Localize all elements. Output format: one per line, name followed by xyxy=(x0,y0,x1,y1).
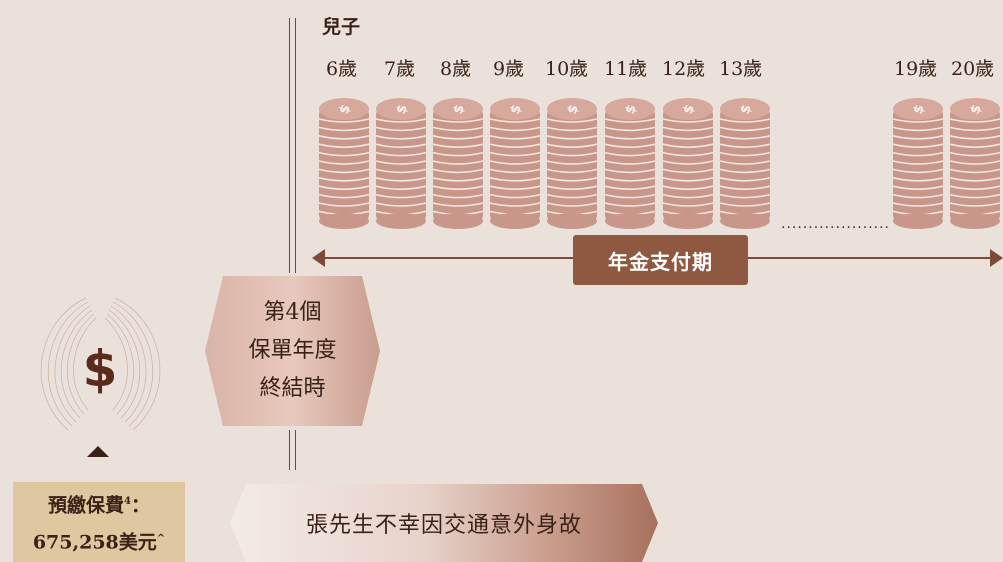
age-label: 13歲 xyxy=(719,58,763,80)
coin-stack-icon: $ xyxy=(489,98,541,229)
timeline-divider-left-lower xyxy=(289,430,290,470)
age-label: 9歲 xyxy=(493,58,525,80)
premium-footnote: 4 xyxy=(124,495,131,507)
dollar-icon: $ xyxy=(40,297,161,431)
arrow-shaft-right xyxy=(746,257,991,259)
premium-amount-note: ^ xyxy=(156,533,166,544)
age-label: 10歲 xyxy=(545,58,589,80)
coin-stack-icon: $ xyxy=(318,98,370,229)
coin-stack-icon: $ xyxy=(546,98,598,229)
policy-year-line: 終結時 xyxy=(259,376,326,401)
age-label: 12歲 xyxy=(662,58,706,80)
premium-box: 預繳保費4： 675,258美元^ xyxy=(13,482,185,562)
age-label: 7歲 xyxy=(384,58,416,80)
up-arrow-icon xyxy=(87,446,109,457)
annuity-period-arrow xyxy=(312,249,1003,267)
premium-amount: 675,258美元 xyxy=(32,531,157,554)
policy-year-line: 保單年度 xyxy=(248,338,337,363)
policy-year-hexagon xyxy=(205,276,380,426)
premium-colon: ： xyxy=(130,494,150,516)
coin-stack-icon: $ xyxy=(604,98,656,229)
age-label: 20歲 xyxy=(951,58,995,80)
timeline-divider-right xyxy=(295,18,296,273)
beneficiary-label: 兒子 xyxy=(322,16,361,38)
timeline-divider-left xyxy=(289,18,290,273)
age-label: 6歲 xyxy=(326,58,358,80)
event-banner xyxy=(230,484,658,562)
coin-stack-icon: $ xyxy=(949,98,1001,229)
coin-stack-icon: $ xyxy=(662,98,714,229)
arrow-head-left-icon xyxy=(312,249,325,267)
timeline-divider-right-lower xyxy=(295,430,296,470)
arrow-shaft-left xyxy=(324,257,586,259)
age-label: 11歲 xyxy=(604,58,648,80)
arrow-head-right-icon xyxy=(990,249,1003,267)
coin-stack-icon: $ xyxy=(892,98,944,229)
premium-line-2: 675,258美元^ xyxy=(33,522,165,559)
svg-text:$: $ xyxy=(83,340,118,398)
policy-year-line: 第4個 xyxy=(263,300,322,325)
age-label: 19歲 xyxy=(894,58,938,80)
ellipsis-dots: .................... xyxy=(781,216,891,232)
coin-stack-icon: $ xyxy=(432,98,484,229)
event-text: 張先生不幸因交通意外身故 xyxy=(305,513,582,538)
coin-stack-icon: $ xyxy=(375,98,427,229)
coin-stack-icon: $ xyxy=(719,98,771,229)
policy-year-text: 第4個 保單年度 終結時 xyxy=(205,276,380,426)
age-label: 8歲 xyxy=(440,58,472,80)
premium-line-1: 預繳保費4： xyxy=(48,485,150,522)
annuity-period-label: 年金支付期 xyxy=(573,235,748,285)
premium-label: 預繳保費 xyxy=(48,494,125,516)
